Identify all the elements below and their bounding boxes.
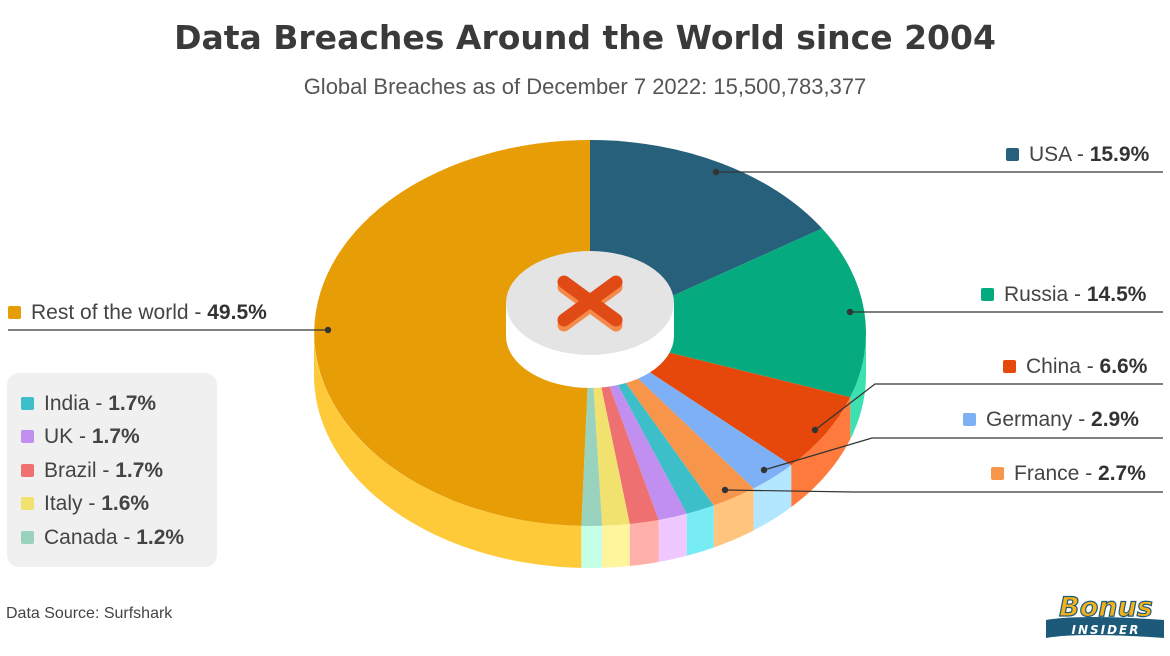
legend-name: India — [44, 392, 90, 415]
label-usa: USA - 15.9% — [1006, 142, 1149, 168]
logo-word-insider: INSIDER — [1071, 623, 1140, 637]
label-russia: Russia - 14.5% — [981, 282, 1146, 308]
slice-side-germany — [753, 465, 792, 531]
legend-name: Brazil — [44, 459, 97, 482]
leader-dot-usa — [712, 168, 720, 176]
slice-side-canada — [581, 525, 603, 568]
label-value: 6.6% — [1099, 355, 1148, 378]
label-name: Rest of the world — [31, 301, 189, 324]
data-source: Data Source: Surfshark — [6, 605, 173, 622]
legend-item-italy: Italy - 1.6% — [21, 491, 149, 517]
legend-value: 1.7% — [91, 425, 140, 448]
label-name: USA — [1029, 143, 1072, 166]
leader-dot-rest-of-world — [324, 326, 332, 334]
leader-line-france — [724, 489, 1163, 493]
legend-item-india: India - 1.7% — [21, 391, 156, 417]
legend-name: Italy — [44, 492, 83, 515]
legend-item-uk: UK - 1.7% — [21, 424, 140, 450]
legend-value: 1.6% — [101, 492, 150, 515]
legend-name: Canada — [44, 526, 118, 549]
legend-value: 1.2% — [136, 526, 185, 549]
leader-dot-france — [721, 486, 729, 494]
legend-swatch — [21, 531, 34, 544]
label-germany: Germany - 2.9% — [963, 407, 1139, 433]
logo-ribbon — [1046, 617, 1164, 638]
legend-swatch — [21, 497, 34, 510]
label-value: 14.5% — [1086, 283, 1147, 306]
label-china: China - 6.6% — [1003, 354, 1147, 380]
chart-title: Data Breaches Around the World since 200… — [174, 18, 996, 57]
slice-canada — [581, 333, 603, 526]
slice-side-rest-of-the-world — [314, 333, 582, 568]
label-value: 2.7% — [1098, 462, 1146, 485]
legend-swatch — [981, 288, 994, 301]
slice-side-uk — [658, 513, 687, 562]
legend-swatch — [1003, 360, 1016, 373]
label-name: Germany — [986, 408, 1073, 431]
label-name: Russia — [1004, 283, 1069, 306]
slice-side-brazil — [629, 519, 659, 566]
legend-swatch — [1006, 148, 1019, 161]
label-value: 2.9% — [1091, 408, 1139, 431]
legend-swatch — [21, 397, 34, 410]
slice-rest-of-the-world — [314, 140, 590, 526]
label-value: 15.9% — [1089, 143, 1150, 166]
legend-swatch — [21, 464, 34, 477]
slice-side-france — [713, 488, 754, 548]
leader-dot-germany — [760, 466, 768, 474]
label-value: 49.5% — [207, 301, 267, 324]
logo-word-bonus: Bonus — [1059, 592, 1153, 623]
leader-line-china — [814, 383, 1163, 431]
label-france: France - 2.7% — [991, 461, 1146, 487]
legend-value: 1.7% — [108, 392, 157, 415]
label-name: China — [1026, 355, 1081, 378]
legend-swatch — [991, 467, 1004, 480]
legend-swatch — [21, 430, 34, 443]
legend-value: 1.7% — [115, 459, 164, 482]
leader-line-germany — [763, 437, 1163, 471]
slice-side-india — [686, 505, 714, 556]
slice-side-china — [791, 397, 851, 508]
label-name: France — [1014, 462, 1080, 485]
legend-name: UK — [44, 425, 74, 448]
chart-subtitle: Global Breaches as of December 7 2022: 1… — [303, 74, 867, 99]
label-rest-of-world: Rest of the world - 49.5% — [8, 300, 267, 326]
legend-swatch — [8, 306, 21, 319]
slice-side-russia — [850, 333, 866, 440]
legend-item-canada: Canada - 1.2% — [21, 525, 184, 551]
small-slices-legend: India - 1.7% UK - 1.7% Brazil - 1.7% Ita… — [7, 373, 217, 567]
slice-side-italy — [602, 524, 630, 568]
slice-russia — [590, 228, 867, 398]
legend-item-brazil: Brazil - 1.7% — [21, 458, 163, 484]
leader-dot-russia — [846, 308, 854, 316]
legend-swatch — [963, 413, 976, 426]
bonus-insider-logo: Bonus INSIDER — [1046, 591, 1164, 638]
close-icon — [557, 275, 623, 332]
leader-dot-china — [811, 426, 819, 434]
